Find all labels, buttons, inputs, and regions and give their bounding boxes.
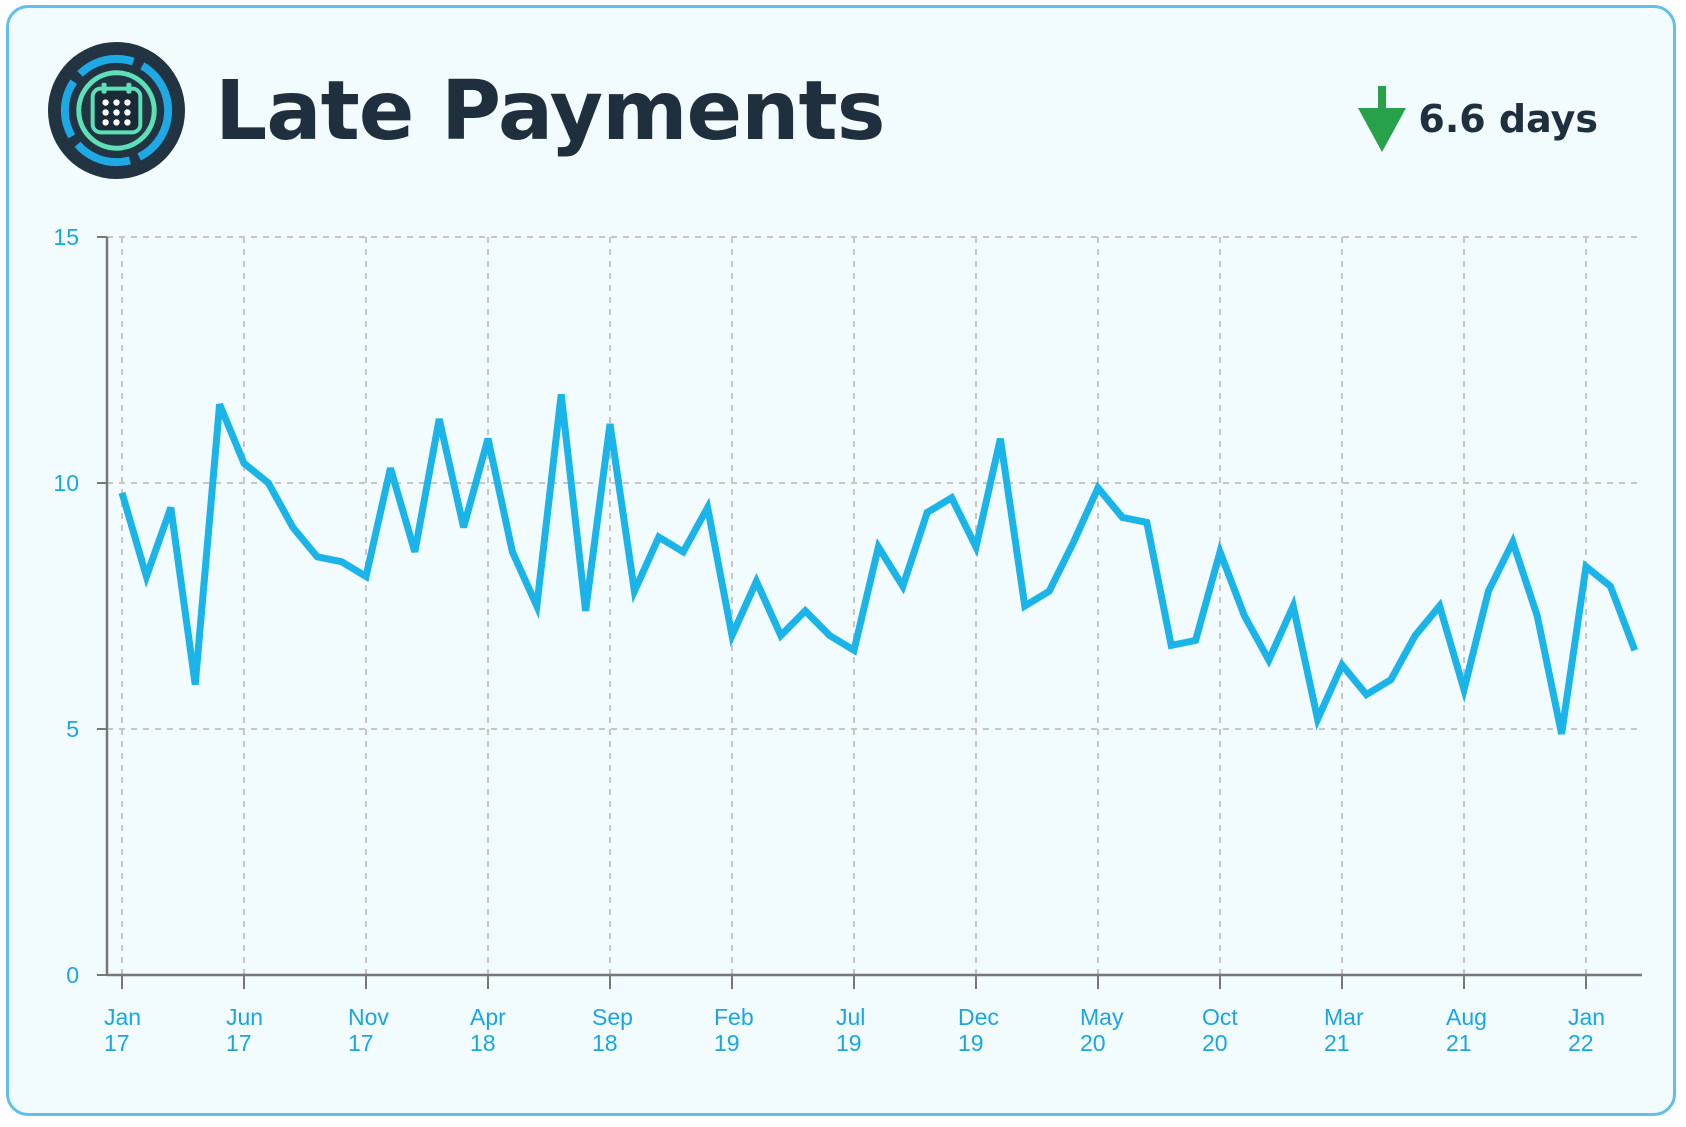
x-tick-label: Oct 20 [1202, 1004, 1238, 1056]
x-tick-month: May [1080, 1004, 1124, 1030]
x-tick-label: Dec 19 [958, 1004, 999, 1056]
x-tick-year: 19 [714, 1030, 740, 1056]
x-tick-label: Mar 21 [1324, 1004, 1364, 1056]
chart-card [6, 5, 1676, 1116]
x-tick-year: 22 [1568, 1030, 1594, 1056]
x-tick-month: Aug [1446, 1004, 1487, 1030]
series-line [118, 393, 1639, 735]
x-tick-year: 20 [1202, 1030, 1228, 1056]
x-tick-year: 17 [104, 1030, 130, 1056]
x-tick-label: Jan 17 [104, 1004, 141, 1056]
x-tick-year: 18 [470, 1030, 496, 1056]
y-tick-label: 15 [53, 224, 79, 250]
x-tick-month: Mar [1324, 1004, 1364, 1030]
chart-title: Late Payments [215, 64, 886, 159]
x-tick-year: 21 [1324, 1030, 1350, 1056]
calendar-icon [47, 41, 186, 180]
kpi-indicator: 6.6 days [1358, 86, 1598, 152]
kpi-value: 6.6 days [1418, 97, 1598, 141]
y-axis-ticks: 0 5 10 15 [53, 224, 107, 988]
x-tick-year: 19 [958, 1030, 984, 1056]
x-tick-label: Jul 19 [836, 1004, 865, 1056]
x-tick-month: Jun [226, 1004, 263, 1030]
y-tick-label: 10 [53, 470, 79, 496]
x-tick-month: Jan [1568, 1004, 1605, 1030]
axes [105, 237, 1642, 977]
x-tick-label: Jun 17 [226, 1004, 263, 1056]
x-tick-label: Jan 22 [1568, 1004, 1605, 1056]
x-tick-year: 18 [592, 1030, 618, 1056]
x-tick-month: Feb [714, 1004, 754, 1030]
x-tick-label: Aug 21 [1446, 1004, 1487, 1056]
y-tick-label: 5 [66, 716, 79, 742]
arrow-down-icon [1358, 86, 1407, 152]
x-tick-month: Nov [348, 1004, 389, 1030]
x-tick-label: May 20 [1080, 1004, 1124, 1056]
x-tick-year: 21 [1446, 1030, 1472, 1056]
x-tick-label: Feb 19 [714, 1004, 754, 1056]
series-group [118, 393, 1639, 735]
grid-lines [107, 236, 1642, 975]
x-tick-year: 17 [348, 1030, 374, 1056]
y-tick-label: 0 [66, 962, 79, 988]
x-tick-month: Dec [958, 1004, 999, 1030]
x-tick-label: Sep 18 [592, 1004, 633, 1056]
x-tick-year: 17 [226, 1030, 252, 1056]
x-tick-month: Jul [836, 1004, 865, 1030]
x-tick-month: Sep [592, 1004, 633, 1030]
x-tick-year: 20 [1080, 1030, 1106, 1056]
x-tick-month: Jan [104, 1004, 141, 1030]
x-tick-month: Apr [470, 1004, 506, 1030]
x-tick-year: 19 [836, 1030, 862, 1056]
x-tick-label: Apr 18 [470, 1004, 506, 1056]
x-tick-label: Nov 17 [348, 1004, 389, 1056]
x-tick-month: Oct [1202, 1004, 1238, 1030]
